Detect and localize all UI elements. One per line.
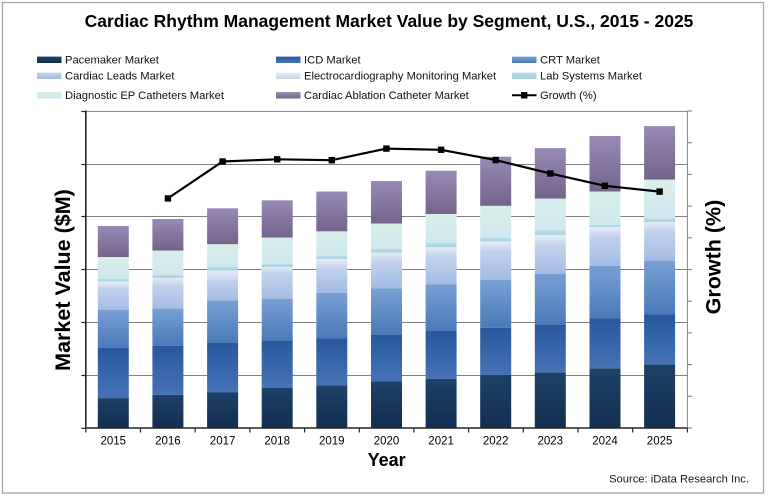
svg-text:2017: 2017 xyxy=(210,436,236,448)
svg-text:Growth (%): Growth (%) xyxy=(540,90,597,102)
svg-text:2023: 2023 xyxy=(538,436,564,448)
svg-text:Year: Year xyxy=(368,450,406,470)
svg-text:2018: 2018 xyxy=(264,436,290,448)
svg-text:2015: 2015 xyxy=(101,436,127,448)
svg-text:2016: 2016 xyxy=(155,436,181,448)
svg-text:CRT Market: CRT Market xyxy=(540,55,601,67)
svg-text:2025: 2025 xyxy=(647,436,673,448)
svg-text:2021: 2021 xyxy=(428,436,454,448)
svg-text:2022: 2022 xyxy=(483,436,509,448)
svg-text:2024: 2024 xyxy=(592,436,618,448)
svg-text:Cardiac Leads Market: Cardiac Leads Market xyxy=(65,71,175,83)
svg-text:Diagnostic EP Catheters Market: Diagnostic EP Catheters Market xyxy=(65,90,225,102)
svg-text:Source: iData Research Inc.: Source: iData Research Inc. xyxy=(609,474,749,486)
svg-text:Lab Systems Market: Lab Systems Market xyxy=(540,71,643,83)
svg-text:ICD Market: ICD Market xyxy=(304,55,361,67)
svg-text:Growth (%): Growth (%) xyxy=(702,200,726,315)
svg-text:Electrocardiography Monitoring: Electrocardiography Monitoring Market xyxy=(304,71,497,83)
svg-text:2020: 2020 xyxy=(374,436,400,448)
svg-text:2019: 2019 xyxy=(319,436,345,448)
svg-text:Market Value ($M): Market Value ($M) xyxy=(51,189,75,371)
svg-text:Cardiac Rhythm Management Mark: Cardiac Rhythm Management Market Value b… xyxy=(85,11,694,31)
svg-text:Pacemaker Market: Pacemaker Market xyxy=(65,55,160,67)
svg-text:Cardiac Ablation Catheter Mark: Cardiac Ablation Catheter Market xyxy=(304,90,470,102)
